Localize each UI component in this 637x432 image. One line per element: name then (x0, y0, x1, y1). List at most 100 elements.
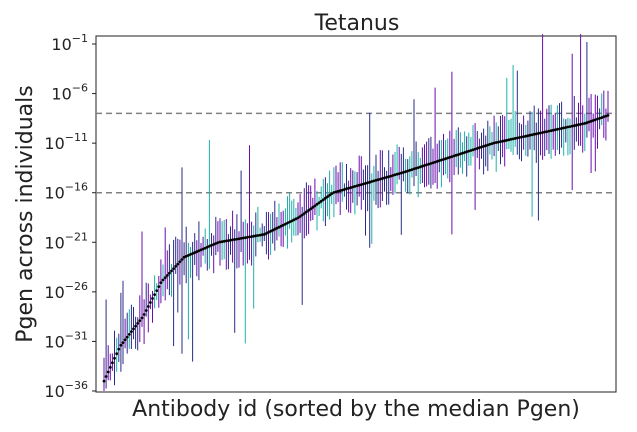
median-point (433, 160, 437, 164)
median-point (111, 361, 114, 365)
median-point (602, 115, 606, 119)
median-point (252, 234, 256, 238)
median-point (121, 341, 125, 344)
median-point (385, 175, 388, 179)
x-axis-label: Antibody id (sorted by the median Pgen) (132, 397, 580, 422)
y-tick-label: 10−6 (51, 82, 88, 104)
median-point (399, 171, 403, 175)
median-point (233, 238, 237, 241)
median-point (575, 123, 578, 127)
median-point (104, 375, 108, 378)
median-point (309, 207, 313, 211)
median-point (564, 126, 568, 129)
median-point (262, 233, 266, 236)
median-point (279, 224, 283, 228)
median-point (478, 146, 481, 150)
median-point (332, 191, 336, 194)
median-point (265, 232, 268, 235)
median-point (427, 162, 431, 166)
median-point (113, 356, 116, 360)
median-point (393, 173, 397, 177)
median-point (362, 182, 365, 186)
median-point (239, 237, 243, 240)
y-tick-label: 10−26 (44, 280, 88, 302)
median-point (277, 225, 281, 229)
median-point (168, 271, 171, 275)
median-point (404, 170, 407, 174)
median-point (254, 234, 258, 238)
median-point (553, 128, 557, 132)
median-point (176, 262, 180, 266)
median-point (231, 238, 235, 242)
median-point (494, 141, 498, 144)
median-point (509, 137, 513, 141)
median-point (598, 116, 601, 120)
median-point (159, 281, 163, 284)
median-point (243, 236, 247, 240)
median-point (518, 136, 521, 139)
median-point (572, 124, 576, 128)
median-point (526, 134, 530, 138)
median-point (338, 189, 342, 193)
median-point (440, 158, 443, 162)
median-point (539, 131, 542, 135)
median-point (108, 366, 112, 369)
median-point (395, 172, 399, 176)
median-point (311, 206, 315, 209)
median-point (298, 215, 302, 218)
median-point (193, 251, 197, 255)
median-point (596, 117, 599, 121)
median-point (515, 136, 519, 140)
median-point (334, 190, 338, 194)
median-point (551, 128, 555, 132)
median-point (499, 140, 502, 144)
median-point (180, 258, 184, 261)
median-point (391, 174, 395, 177)
median-point (250, 235, 254, 239)
median-point (425, 163, 428, 167)
median-point (317, 201, 321, 205)
median-point (138, 319, 142, 323)
median-point (345, 187, 348, 191)
median-point (454, 153, 458, 157)
median-point (545, 130, 549, 134)
median-point (496, 140, 500, 144)
median-point (172, 267, 176, 270)
median-point (184, 254, 188, 258)
median-point (210, 243, 213, 247)
median-point (364, 182, 367, 185)
median-point (543, 130, 547, 134)
median-point (136, 322, 140, 325)
median-point (106, 370, 110, 374)
median-point (288, 220, 291, 224)
median-point (115, 352, 119, 356)
median-point (376, 178, 380, 182)
median-point (157, 285, 161, 288)
median-point (566, 125, 570, 129)
median-point (237, 237, 241, 241)
median-point (452, 154, 456, 158)
median-point (467, 149, 471, 153)
median-point (260, 233, 264, 237)
median-point (296, 216, 300, 220)
median-point (134, 324, 138, 328)
median-point (383, 176, 386, 180)
median-point (275, 226, 279, 230)
median-point (347, 186, 350, 190)
median-point (414, 166, 418, 170)
median-point (355, 184, 359, 188)
median-point (300, 213, 304, 217)
median-point (125, 335, 129, 339)
y-tick-label: 10−11 (44, 131, 88, 153)
median-point (241, 236, 245, 240)
median-point (577, 123, 580, 127)
median-point (530, 133, 534, 137)
median-point (336, 189, 340, 193)
median-point (397, 172, 401, 176)
median-point (284, 222, 287, 226)
median-point (214, 242, 218, 245)
median-point (490, 142, 494, 146)
error-bars (103, 34, 609, 391)
median-point (343, 188, 346, 191)
median-point (507, 138, 511, 142)
